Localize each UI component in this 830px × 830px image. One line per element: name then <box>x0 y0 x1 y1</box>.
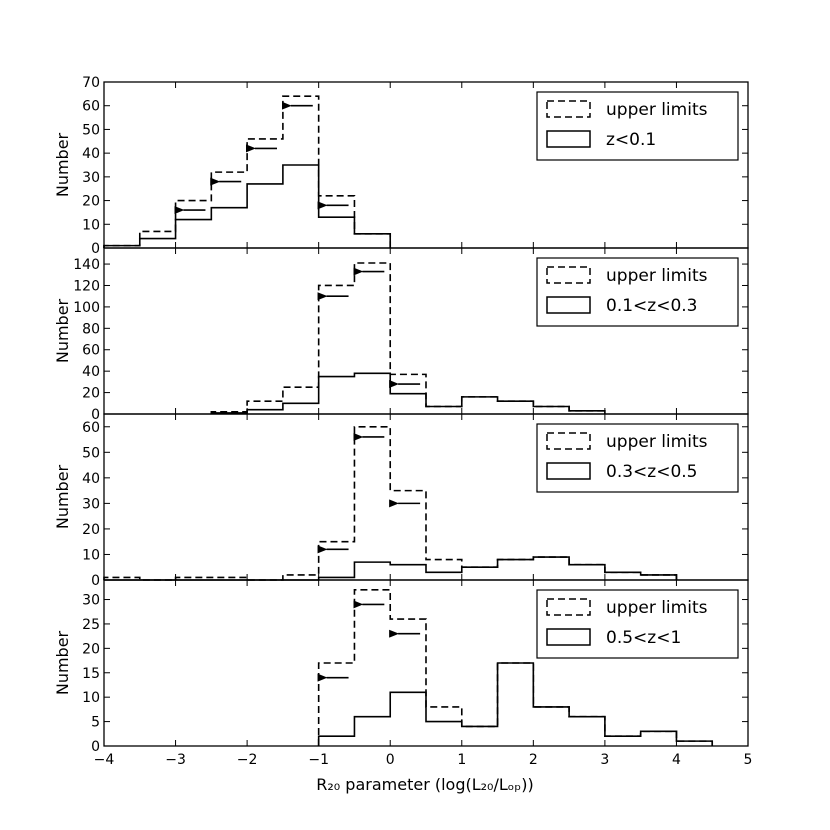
legend-swatch-dashed <box>546 100 591 118</box>
x-tick-label: 4 <box>672 752 681 768</box>
legend-swatch-solid <box>546 628 591 646</box>
legend: upper limits z<0.1 <box>536 91 739 161</box>
panel-1: 0 10 20 30 40 50 60 70 Number upper limits z<0.1 <box>53 75 749 257</box>
y-tick-label: 0 <box>91 407 100 423</box>
x-axis-label: R₂₀ parameter (log(L₂₀/Lₒₚ)) <box>316 775 533 794</box>
x-tick-label: −4 <box>94 752 115 768</box>
y-tick-label: 100 <box>73 300 100 316</box>
y-tick-label: 10 <box>82 547 100 563</box>
y-tick-label: 30 <box>82 170 100 186</box>
y-tick-label: 140 <box>73 257 100 273</box>
legend-box <box>536 423 739 493</box>
y-tick-label: 120 <box>73 278 100 294</box>
y-tick-label: 10 <box>82 217 100 233</box>
legend-box <box>536 589 739 659</box>
x-tick-label: 1 <box>457 752 466 768</box>
x-tick-label: −1 <box>308 752 329 768</box>
series-detections-panel-2 <box>210 372 606 414</box>
y-tick-label: 0 <box>91 573 100 589</box>
panel-4: 0 5 10 15 20 25 30 −4 −3 −2 −1 0 1 2 3 4 5 Number upper li… <box>53 579 753 768</box>
y-axis-label: Number <box>53 464 72 529</box>
x-tick-label: −3 <box>165 752 186 768</box>
panel-3: 0 10 20 30 40 50 60 Number upper limits 0.3<z<0.5 <box>53 413 749 589</box>
y-tick-label: 40 <box>82 364 100 380</box>
legend-label: 0.1<z<0.3 <box>606 296 697 316</box>
y-tick-label: 50 <box>82 122 100 138</box>
y-tick-label: 60 <box>82 343 100 359</box>
series-upper-limits-panel-3 <box>103 425 678 581</box>
y-tick-label: 15 <box>82 666 100 682</box>
legend-swatch-solid <box>546 462 591 480</box>
legend-label: upper limits <box>606 100 708 120</box>
legend: upper limits 0.1<z<0.3 <box>536 257 739 327</box>
y-tick-label: 25 <box>82 617 100 633</box>
x-tick-label: −2 <box>237 752 258 768</box>
y-tick-label: 50 <box>82 445 100 461</box>
y-tick-label: 20 <box>82 386 100 402</box>
y-axis-label: Number <box>53 630 72 695</box>
legend-label: upper limits <box>606 266 708 286</box>
legend-swatch-dashed <box>546 266 591 284</box>
panel-2: 0 20 40 60 80 100 120 140 Number upper limits 0.1<… <box>53 247 749 423</box>
legend-box <box>536 257 739 327</box>
x-tick-label: 0 <box>386 752 395 768</box>
x-tick-label: 5 <box>744 752 753 768</box>
y-axis-label: Number <box>53 132 72 197</box>
legend-label: 0.5<z<1 <box>606 628 681 648</box>
legend-label: upper limits <box>606 598 708 618</box>
legend-swatch-dashed <box>546 598 591 616</box>
legend-swatch-solid <box>546 130 591 148</box>
y-tick-label: 40 <box>82 471 100 487</box>
y-tick-label: 60 <box>82 99 100 115</box>
legend-swatch-solid <box>546 296 591 314</box>
legend-box <box>536 91 739 161</box>
y-axis-label: Number <box>53 298 72 363</box>
legend-label: upper limits <box>606 432 708 452</box>
y-tick-label: 80 <box>82 321 100 337</box>
legend: upper limits 0.5<z<1 <box>536 589 739 659</box>
x-tick-label: 3 <box>600 752 609 768</box>
y-tick-label: 70 <box>82 75 100 91</box>
series-upper-limits-panel-1 <box>103 95 392 248</box>
y-tick-label: 0 <box>91 739 100 755</box>
y-tick-label: 30 <box>82 593 100 609</box>
series-detections-panel-1 <box>103 164 392 248</box>
legend: upper limits 0.3<z<0.5 <box>536 423 739 493</box>
y-tick-label: 10 <box>82 690 100 706</box>
series-detections-panel-4 <box>317 662 714 746</box>
y-tick-label: 0 <box>91 241 100 257</box>
x-tick-label: 2 <box>529 752 538 768</box>
legend-label: 0.3<z<0.5 <box>606 462 697 482</box>
y-tick-label: 5 <box>91 715 100 731</box>
legend-swatch-dashed <box>546 432 591 450</box>
y-tick-label: 20 <box>82 641 100 657</box>
legend-label: z<0.1 <box>606 130 656 150</box>
y-tick-label: 40 <box>82 146 100 162</box>
y-tick-label: 20 <box>82 194 100 210</box>
y-tick-label: 20 <box>82 522 100 538</box>
plot-frame <box>103 579 749 747</box>
y-tick-label: 30 <box>82 496 100 512</box>
y-tick-label: 60 <box>82 420 100 436</box>
